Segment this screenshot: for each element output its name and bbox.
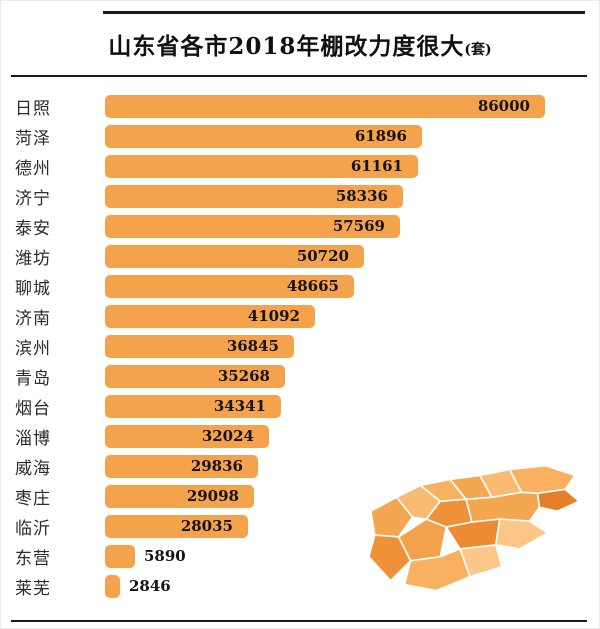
value-label: 2846 [129, 577, 171, 595]
value-label: 35268 [217, 367, 270, 385]
bottom-divider [11, 620, 587, 622]
value-label: 57569 [332, 217, 385, 235]
bar: 61161 [105, 154, 418, 178]
map-region [368, 534, 412, 582]
city-label: 枣庄 [15, 488, 51, 509]
bar: 41092 [105, 304, 315, 328]
bar-track: 34341 [105, 394, 599, 418]
bar: 35268 [105, 364, 285, 388]
bar: 48665 [105, 274, 354, 298]
bar-row: 枣庄 29098 [15, 481, 599, 511]
bar: 36845 [105, 334, 294, 358]
city-label: 临沂 [15, 518, 51, 539]
map-region [370, 496, 414, 538]
bar-row: 青岛 35268 [15, 361, 599, 391]
value-label: 61161 [350, 157, 403, 175]
bar-row: 威海 29836 [15, 451, 599, 481]
bar-track: 2846 [105, 574, 599, 598]
chart-title: 山东省各市2018年棚改力度很大(套) [1, 27, 599, 61]
bar-row: 潍坊 50720 [15, 241, 599, 271]
bar: 29098 [105, 484, 254, 508]
bar-track: 29836 [105, 454, 599, 478]
map-region [495, 518, 549, 550]
bar: 61896 [105, 124, 422, 148]
bar: 86000 [105, 94, 545, 118]
value-label: 61896 [354, 127, 407, 145]
bar: 28035 [105, 514, 248, 538]
city-label: 威海 [15, 458, 51, 479]
bar-track: 32024 [105, 424, 599, 448]
city-label: 青岛 [15, 368, 51, 389]
city-label: 莱芜 [15, 578, 51, 599]
value-label: 34341 [213, 397, 266, 415]
top-divider [103, 11, 585, 14]
bar: 57569 [105, 214, 400, 238]
bar-row: 菏泽 61896 [15, 121, 599, 151]
shandong-map [368, 464, 580, 592]
bar-track: 41092 [105, 304, 599, 328]
bar: 58336 [105, 184, 403, 208]
bar-track: 86000 [105, 94, 599, 118]
value-label: 5890 [144, 547, 186, 565]
bar-chart: 日照 86000 菏泽 61896 德州 61161 济宁 58336 泰安 57569 潍坊 507… [15, 91, 599, 601]
map-region [536, 488, 580, 512]
city-label: 聊城 [15, 278, 51, 299]
bar: 32024 [105, 424, 269, 448]
chart-title-unit: (套) [464, 42, 492, 58]
bar-row: 德州 61161 [15, 151, 599, 181]
bar: 50720 [105, 244, 364, 268]
bar-row: 淄博 32024 [15, 421, 599, 451]
value-label: 48665 [286, 277, 339, 295]
bar-row: 莱芜 2846 [15, 571, 599, 601]
bar [105, 544, 135, 568]
bar-row: 滨州 36845 [15, 331, 599, 361]
value-label: 29098 [186, 487, 239, 505]
bar-row: 泰安 57569 [15, 211, 599, 241]
bar-track: 58336 [105, 184, 599, 208]
bar-row: 济南 41092 [15, 301, 599, 331]
value-label: 58336 [335, 187, 388, 205]
city-label: 济宁 [15, 188, 51, 209]
city-label: 淄博 [15, 428, 51, 449]
bar-track: 29098 [105, 484, 599, 508]
bar-row: 临沂 28035 [15, 511, 599, 541]
city-label: 德州 [15, 158, 51, 179]
value-label: 86000 [477, 97, 530, 115]
bar-track: 61896 [105, 124, 599, 148]
city-label: 东营 [15, 548, 51, 569]
bar-row: 日照 86000 [15, 91, 599, 121]
bar: 29836 [105, 454, 258, 478]
city-label: 日照 [15, 98, 51, 119]
city-label: 烟台 [15, 398, 51, 419]
bar-track: 5890 [105, 544, 599, 568]
bar-track: 48665 [105, 274, 599, 298]
bar-row: 烟台 34341 [15, 391, 599, 421]
city-label: 菏泽 [15, 128, 51, 149]
bar-track: 28035 [105, 514, 599, 538]
value-label: 50720 [296, 247, 349, 265]
value-label: 28035 [180, 517, 233, 535]
bar [105, 574, 120, 598]
bar-track: 61161 [105, 154, 599, 178]
map-region [459, 544, 503, 578]
bar-track: 36845 [105, 334, 599, 358]
city-label: 滨州 [15, 338, 51, 359]
bar-track: 50720 [105, 244, 599, 268]
chart-title-text: 山东省各市2018年棚改力度很大 [108, 33, 465, 60]
bar-track: 57569 [105, 214, 599, 238]
title-divider [11, 75, 587, 77]
value-label: 32024 [201, 427, 254, 445]
city-label: 济南 [15, 308, 51, 329]
city-label: 潍坊 [15, 248, 51, 269]
bar-row: 济宁 58336 [15, 181, 599, 211]
bar-row: 聊城 48665 [15, 271, 599, 301]
bar-row: 东营 5890 [15, 541, 599, 571]
value-label: 41092 [247, 307, 300, 325]
value-label: 36845 [226, 337, 279, 355]
bar-track: 35268 [105, 364, 599, 388]
value-label: 29836 [190, 457, 243, 475]
city-label: 泰安 [15, 218, 51, 239]
bar: 34341 [105, 394, 281, 418]
